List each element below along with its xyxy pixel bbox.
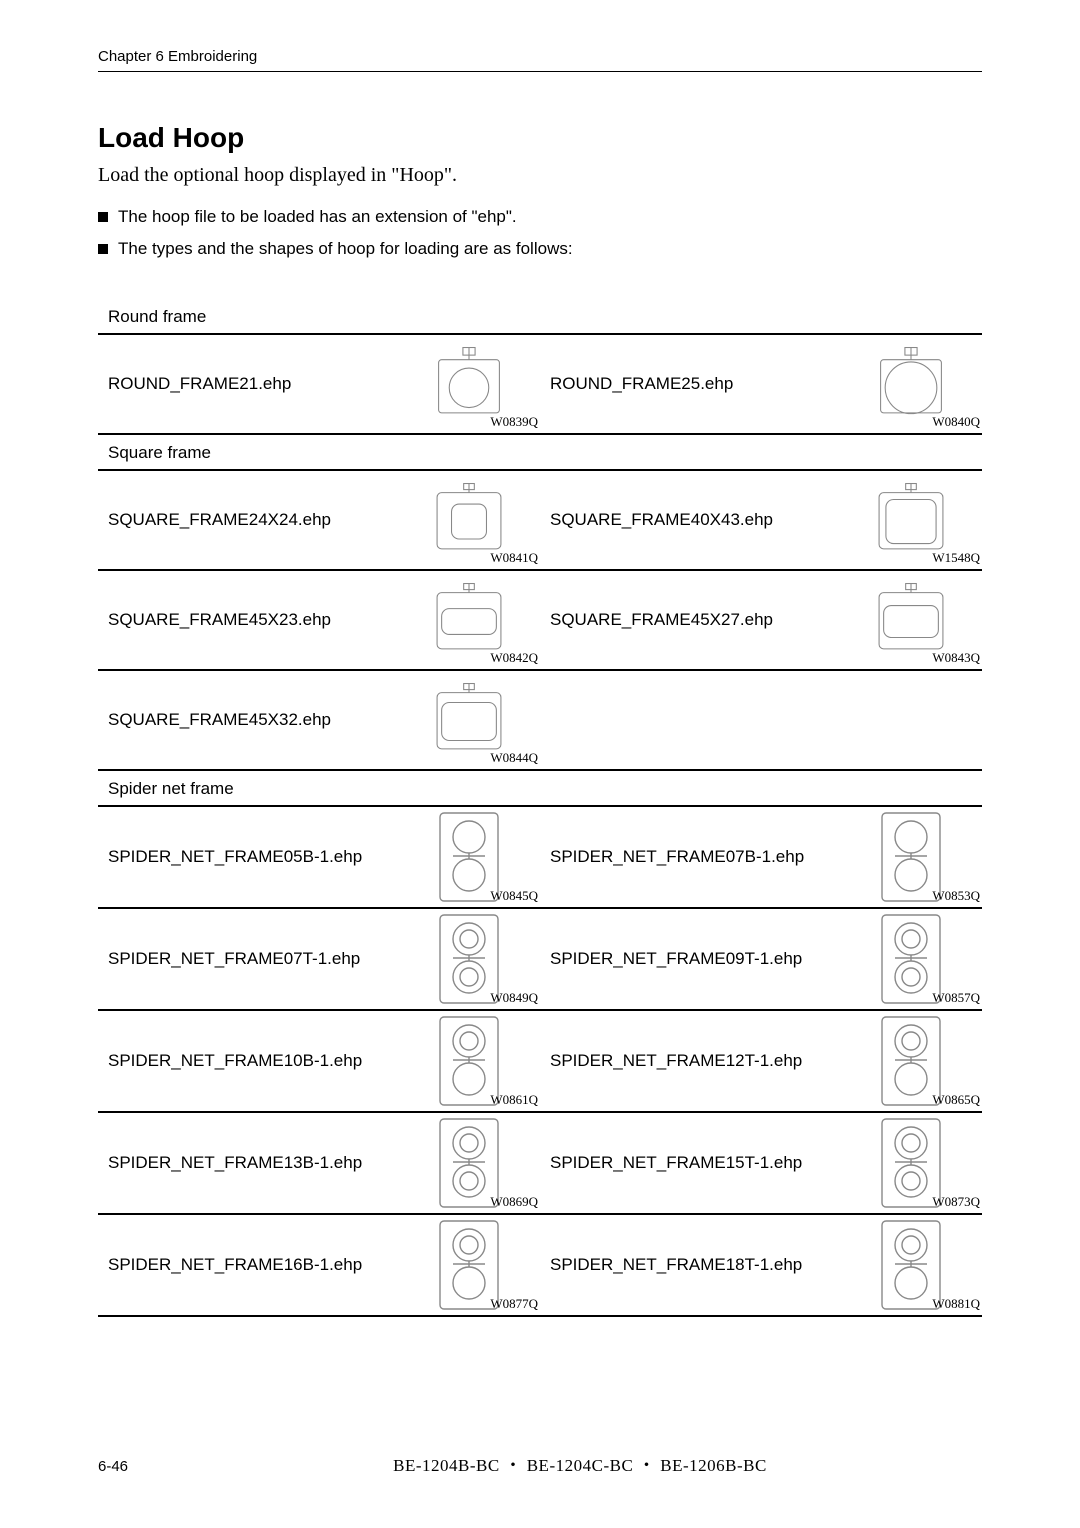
image-code: W0861Q: [490, 1092, 538, 1108]
hoop-thumbnail: W0841Q: [398, 471, 540, 569]
hoop-thumbnail: W0853Q: [840, 807, 982, 907]
hoop-icon: [424, 682, 514, 758]
hoop-filename: SQUARE_FRAME45X32.ehp: [98, 671, 398, 769]
bullet-text: The types and the shapes of hoop for loa…: [118, 239, 573, 259]
hoop-thumbnail: W0844Q: [398, 671, 540, 769]
hoop-icon: [424, 582, 514, 658]
hoop-thumbnail: W0849Q: [398, 909, 540, 1009]
image-code: W0839Q: [490, 414, 538, 430]
footer-models: BE-1204B-BC ・ BE-1204C-BC ・ BE-1206B-BC: [178, 1451, 982, 1476]
image-code: W0869Q: [490, 1194, 538, 1210]
chapter-header: Chapter 6 Embroidering: [98, 48, 982, 72]
hoop-thumbnail: W1548Q: [840, 471, 982, 569]
bullet-item: The hoop file to be loaded has an extens…: [98, 207, 982, 227]
hoop-thumbnail: W0873Q: [840, 1113, 982, 1213]
table-row: SQUARE_FRAME24X24.ehp W0841QSQUARE_FRAME4…: [98, 471, 982, 571]
hoop-thumbnail: W0840Q: [840, 335, 982, 433]
image-code: W0842Q: [490, 650, 538, 666]
hoop-filename: ROUND_FRAME25.ehp: [540, 335, 840, 433]
category-header: Square frame: [98, 435, 982, 471]
hoop-thumbnail: W0861Q: [398, 1011, 540, 1111]
hoop-filename: SPIDER_NET_FRAME18T-1.ehp: [540, 1215, 840, 1315]
image-code: W0845Q: [490, 888, 538, 904]
hoop-filename: SPIDER_NET_FRAME15T-1.ehp: [540, 1113, 840, 1213]
table-row: SPIDER_NET_FRAME10B-1.ehp W0861QSPIDER_NE…: [98, 1011, 982, 1113]
page-number: 6-46: [98, 1458, 178, 1475]
hoop-filename: SPIDER_NET_FRAME09T-1.ehp: [540, 909, 840, 1009]
hoop-filename: SPIDER_NET_FRAME16B-1.ehp: [98, 1215, 398, 1315]
hoop-filename: SQUARE_FRAME40X43.ehp: [540, 471, 840, 569]
intro-text: Load the optional hoop displayed in "Hoo…: [98, 164, 982, 187]
hoop-icon: [424, 482, 514, 558]
image-code: W0841Q: [490, 550, 538, 566]
image-code: W0849Q: [490, 990, 538, 1006]
hoop-thumbnail: [840, 671, 982, 769]
hoop-thumbnail: W0845Q: [398, 807, 540, 907]
hoop-thumbnail: W0843Q: [840, 571, 982, 669]
bullet-item: The types and the shapes of hoop for loa…: [98, 239, 982, 259]
hoop-filename: SPIDER_NET_FRAME07B-1.ehp: [540, 807, 840, 907]
hoop-icon: [866, 582, 956, 658]
image-code: W0843Q: [932, 650, 980, 666]
hoop-thumbnail: W0881Q: [840, 1215, 982, 1315]
table-row: SPIDER_NET_FRAME16B-1.ehp W0877QSPIDER_NE…: [98, 1215, 982, 1317]
image-code: W0853Q: [932, 888, 980, 904]
table-row: SPIDER_NET_FRAME07T-1.ehp W0849QSPIDER_NE…: [98, 909, 982, 1011]
table-row: SPIDER_NET_FRAME05B-1.ehp W0845QSPIDER_NE…: [98, 807, 982, 909]
image-code: W0873Q: [932, 1194, 980, 1210]
hoop-filename: SPIDER_NET_FRAME07T-1.ehp: [98, 909, 398, 1009]
bullet-text: The hoop file to be loaded has an extens…: [118, 207, 517, 227]
table-row: ROUND_FRAME21.ehp W0839QROUND_FRAME25.ehp…: [98, 335, 982, 435]
bullet-square-icon: [98, 212, 108, 222]
page: Chapter 6 Embroidering Load Hoop Load th…: [98, 48, 982, 1317]
image-code: W0840Q: [932, 414, 980, 430]
hoop-filename: ROUND_FRAME21.ehp: [98, 335, 398, 433]
section-title: Load Hoop: [98, 122, 982, 154]
hoop-thumbnail: W0839Q: [398, 335, 540, 433]
hoop-thumbnail: W0877Q: [398, 1215, 540, 1315]
hoop-filename: SQUARE_FRAME45X27.ehp: [540, 571, 840, 669]
image-code: W0877Q: [490, 1296, 538, 1312]
hoop-thumbnail: W0869Q: [398, 1113, 540, 1213]
category-header: Spider net frame: [98, 771, 982, 807]
bullet-list: The hoop file to be loaded has an extens…: [98, 207, 982, 259]
hoop-thumbnail: W0865Q: [840, 1011, 982, 1111]
hoop-filename: SPIDER_NET_FRAME13B-1.ehp: [98, 1113, 398, 1213]
hoop-filename: SQUARE_FRAME24X24.ehp: [98, 471, 398, 569]
image-code: W0881Q: [932, 1296, 980, 1312]
hoop-icon: [424, 346, 514, 422]
image-code: W0865Q: [932, 1092, 980, 1108]
table-row: SPIDER_NET_FRAME13B-1.ehp W0869QSPIDER_NE…: [98, 1113, 982, 1215]
hoop-icon: [866, 482, 956, 558]
image-code: W0857Q: [932, 990, 980, 1006]
hoop-table: Round frameROUND_FRAME21.ehp W0839QROUND_…: [98, 299, 982, 1317]
page-footer: 6-46 BE-1204B-BC ・ BE-1204C-BC ・ BE-1206…: [98, 1451, 982, 1476]
hoop-icon: [866, 346, 956, 422]
bullet-square-icon: [98, 244, 108, 254]
hoop-thumbnail: W0842Q: [398, 571, 540, 669]
hoop-filename: SPIDER_NET_FRAME10B-1.ehp: [98, 1011, 398, 1111]
hoop-filename: SPIDER_NET_FRAME12T-1.ehp: [540, 1011, 840, 1111]
category-header: Round frame: [98, 299, 982, 335]
image-code: W0844Q: [490, 750, 538, 766]
hoop-filename: SQUARE_FRAME45X23.ehp: [98, 571, 398, 669]
table-row: SQUARE_FRAME45X32.ehp W0844Q: [98, 671, 982, 771]
table-row: SQUARE_FRAME45X23.ehp W0842QSQUARE_FRAME4…: [98, 571, 982, 671]
hoop-filename: SPIDER_NET_FRAME05B-1.ehp: [98, 807, 398, 907]
hoop-filename: [540, 671, 840, 769]
image-code: W1548Q: [932, 550, 980, 566]
hoop-thumbnail: W0857Q: [840, 909, 982, 1009]
